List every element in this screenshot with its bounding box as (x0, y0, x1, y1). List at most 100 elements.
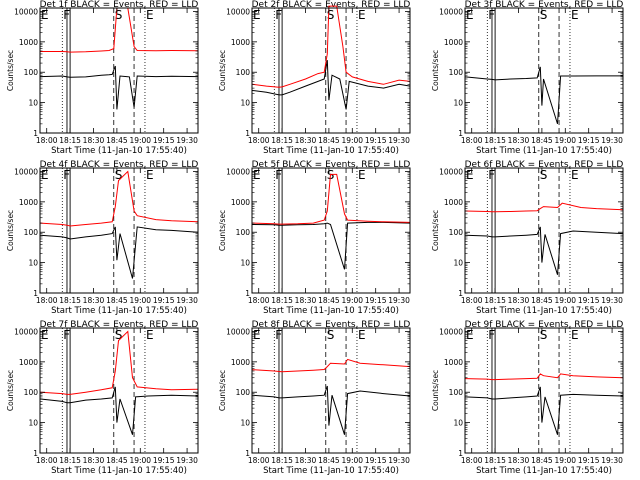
plot-frame (464, 327, 624, 454)
plot-frame (39, 327, 199, 454)
x-tick-label: 18:45 (531, 136, 553, 145)
y-tick-label: 100 (449, 68, 464, 77)
y-tick-label: 100 (24, 228, 39, 237)
x-tick-label: 18:45 (106, 456, 128, 465)
x-axis-label: Start Time (11-Jan-10 17:55:40) (263, 146, 399, 156)
marker-label: E (146, 8, 154, 22)
marker-label: E (358, 328, 366, 342)
y-axis-label: Counts/sec (431, 370, 440, 411)
x-axis-label: Start Time (11-Jan-10 17:55:40) (51, 146, 187, 156)
x-tick-label: 19:30 (601, 136, 623, 145)
y-tick-label: 100 (449, 388, 464, 397)
x-tick-label: 18:15 (484, 296, 506, 305)
y-tick-label: 1 (33, 129, 38, 138)
x-tick-label: 18:00 (248, 136, 270, 145)
x-tick-label: 19:15 (578, 456, 600, 465)
y-tick-label: 10 (240, 99, 250, 108)
x-tick-label: 19:00 (341, 136, 363, 145)
panel-det-5: Det 5f BLACK = Events, RED = LLD Counts/s… (218, 160, 411, 316)
x-tick-label: 18:30 (83, 136, 105, 145)
marker-label: E (571, 328, 579, 342)
marker-label: E (41, 328, 49, 342)
plot-frame (251, 327, 411, 454)
series-red-line (252, 173, 411, 225)
y-tick-label: 10 (240, 419, 250, 428)
x-tick-label: 19:30 (388, 296, 410, 305)
x-tick-label: 18:30 (508, 456, 530, 465)
x-tick-label: 19:30 (601, 456, 623, 465)
series-red-line (252, 358, 411, 373)
y-tick-label: 1000 (231, 358, 250, 367)
series-black-line (40, 226, 199, 279)
y-axis-label: Counts/sec (6, 210, 15, 251)
panel-det-6: Det 6f BLACK = Events, RED = LLD Counts/s… (431, 160, 624, 316)
marker-label: S (540, 8, 548, 22)
y-axis-label: Counts/sec (218, 370, 227, 411)
x-tick-label: 18:30 (83, 296, 105, 305)
y-tick-label: 10000 (14, 327, 38, 336)
plot-frame (39, 7, 199, 134)
x-tick-label: 19:00 (129, 136, 151, 145)
y-tick-label: 10 (28, 419, 38, 428)
y-tick-label: 1 (458, 129, 463, 138)
series-black-line (252, 60, 411, 110)
x-tick-label: 18:30 (508, 296, 530, 305)
x-tick-label: 18:45 (318, 136, 340, 145)
marker-label: E (571, 8, 579, 22)
x-tick-label: 18:45 (531, 296, 553, 305)
marker-label: S (540, 328, 548, 342)
x-tick-label: 18:00 (461, 296, 483, 305)
plot-frame (464, 7, 624, 134)
panel-det-8: Det 8f BLACK = Events, RED = LLD Counts/s… (218, 320, 411, 476)
marker-label: E (146, 168, 154, 182)
y-axis-label: Counts/sec (431, 50, 440, 91)
y-tick-label: 10000 (439, 167, 463, 176)
marker-label: S (327, 8, 335, 22)
x-tick-label: 18:15 (59, 456, 81, 465)
x-tick-label: 18:00 (461, 456, 483, 465)
x-axis-label: Start Time (11-Jan-10 17:55:40) (476, 306, 612, 316)
panel-det-1: Det 1f BLACK = Events, RED = LLD Counts/s… (6, 0, 199, 156)
y-tick-label: 1 (33, 289, 38, 298)
x-tick-label: 18:30 (295, 456, 317, 465)
y-tick-label: 100 (24, 388, 39, 397)
y-tick-label: 1 (458, 289, 463, 298)
y-tick-label: 10 (240, 259, 250, 268)
series-black-line (465, 66, 623, 125)
x-tick-label: 18:30 (295, 136, 317, 145)
series-black-line (252, 221, 411, 270)
marker-label: E (571, 168, 579, 182)
y-tick-label: 10000 (226, 167, 250, 176)
x-tick-label: 18:00 (248, 456, 270, 465)
y-tick-label: 1000 (19, 38, 38, 47)
marker-label: E (253, 328, 261, 342)
panel-det-4: Det 4f BLACK = Events, RED = LLD Counts/s… (6, 160, 199, 316)
x-tick-label: 18:15 (271, 296, 293, 305)
y-tick-label: 1000 (444, 358, 463, 367)
panel-title: Det 7f BLACK = Events, RED = LLD (40, 320, 199, 330)
x-tick-label: 19:00 (129, 296, 151, 305)
plot-frame (39, 167, 199, 294)
series-red-line (465, 373, 624, 381)
y-tick-label: 100 (236, 388, 251, 397)
y-axis-label: Counts/sec (6, 50, 15, 91)
marker-label: E (253, 8, 261, 22)
series-red-line (40, 170, 199, 227)
x-tick-label: 18:15 (271, 456, 293, 465)
y-tick-label: 10 (453, 419, 463, 428)
x-tick-label: 18:30 (295, 296, 317, 305)
y-tick-label: 10 (453, 99, 463, 108)
y-tick-label: 1000 (19, 358, 38, 367)
x-tick-label: 19:00 (554, 296, 576, 305)
y-tick-label: 10 (453, 259, 463, 268)
y-tick-label: 100 (236, 228, 251, 237)
x-tick-label: 19:00 (129, 456, 151, 465)
panel-det-2: Det 2f BLACK = Events, RED = LLD Counts/s… (218, 0, 411, 156)
x-tick-label: 19:15 (578, 136, 600, 145)
panel-title: Det 5f BLACK = Events, RED = LLD (252, 160, 411, 170)
plot-frame (464, 167, 624, 294)
y-tick-label: 10 (28, 259, 38, 268)
series-black-line (465, 386, 624, 435)
x-tick-label: 19:15 (153, 136, 175, 145)
